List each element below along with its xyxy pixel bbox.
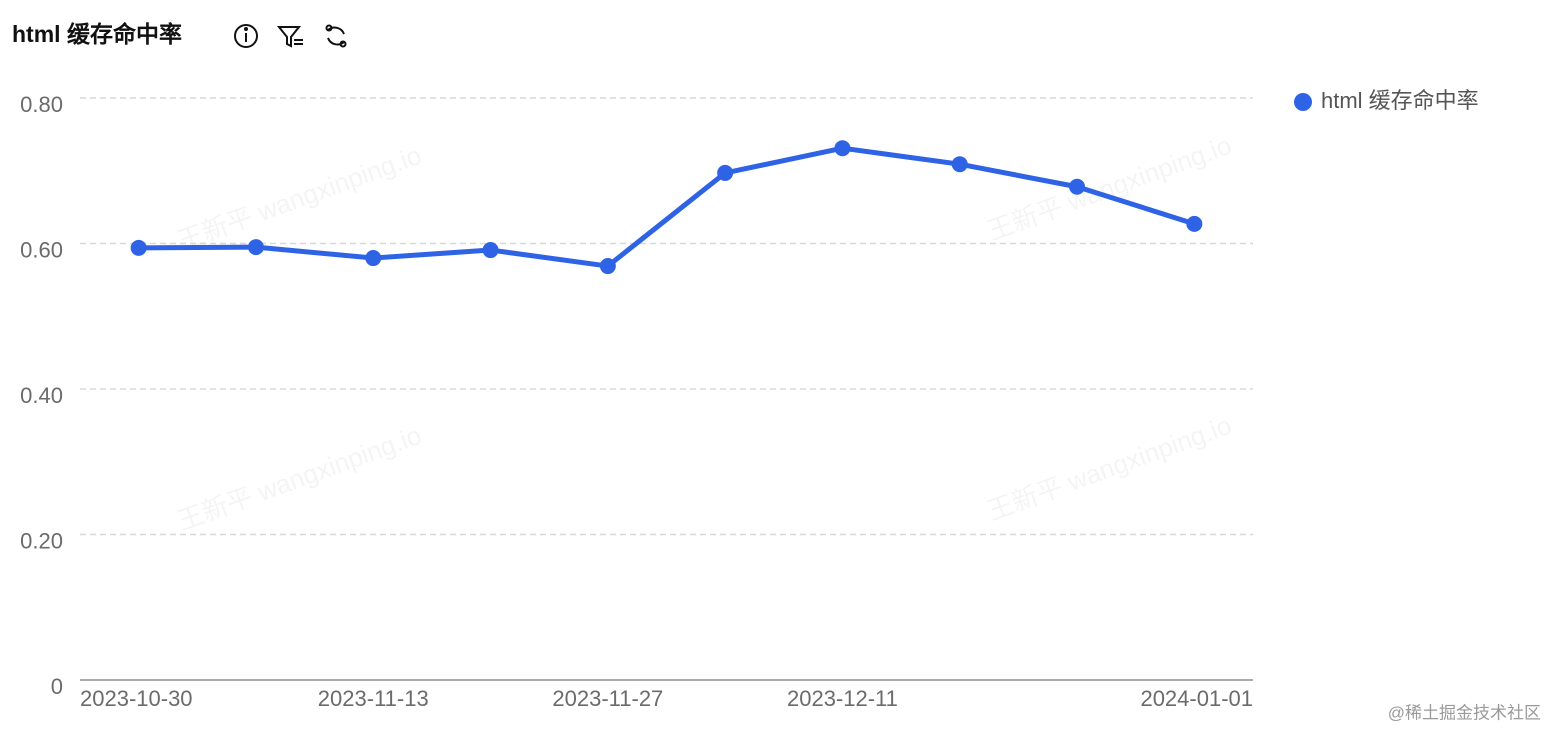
point <box>1186 215 1203 232</box>
legend-label: html 缓存命中率 <box>1321 88 1479 113</box>
refresh-icon[interactable] <box>325 24 347 48</box>
point <box>717 164 734 181</box>
x-tick-label: 2023-12-11 <box>787 686 898 711</box>
watermark: 王新平 wangxinping.io <box>173 140 425 256</box>
chart-title: html 缓存命中率 <box>12 21 182 47</box>
point <box>365 250 382 267</box>
point <box>599 258 616 275</box>
y-tick-label: 0.40 <box>20 383 63 408</box>
filter-icon[interactable] <box>276 26 303 48</box>
x-tick-label: 2023-10-30 <box>80 686 193 711</box>
y-tick-label: 0 <box>51 674 63 699</box>
y-tick-label: 0.60 <box>20 237 63 262</box>
footer-watermark: @稀土掘金技术社区 <box>1388 703 1541 722</box>
info-icon[interactable] <box>234 24 258 48</box>
title-icons <box>234 24 347 48</box>
watermark: 王新平 wangxinping.io <box>173 420 425 536</box>
x-tick-label: 2024-01-01 <box>1140 686 1253 711</box>
legend-marker <box>1294 93 1312 111</box>
point <box>247 239 264 256</box>
point <box>482 242 499 259</box>
point <box>951 156 968 173</box>
x-tick-label: 2023-11-13 <box>318 686 429 711</box>
x-tick-label: 2023-11-27 <box>552 686 663 711</box>
y-tick-label: 0.20 <box>20 528 63 553</box>
point <box>834 140 851 157</box>
y-tick-label: 0.80 <box>20 92 63 117</box>
watermark: 王新平 wangxinping.io <box>983 410 1235 526</box>
point <box>1069 178 1086 195</box>
line <box>138 145 1196 269</box>
point <box>130 239 147 256</box>
